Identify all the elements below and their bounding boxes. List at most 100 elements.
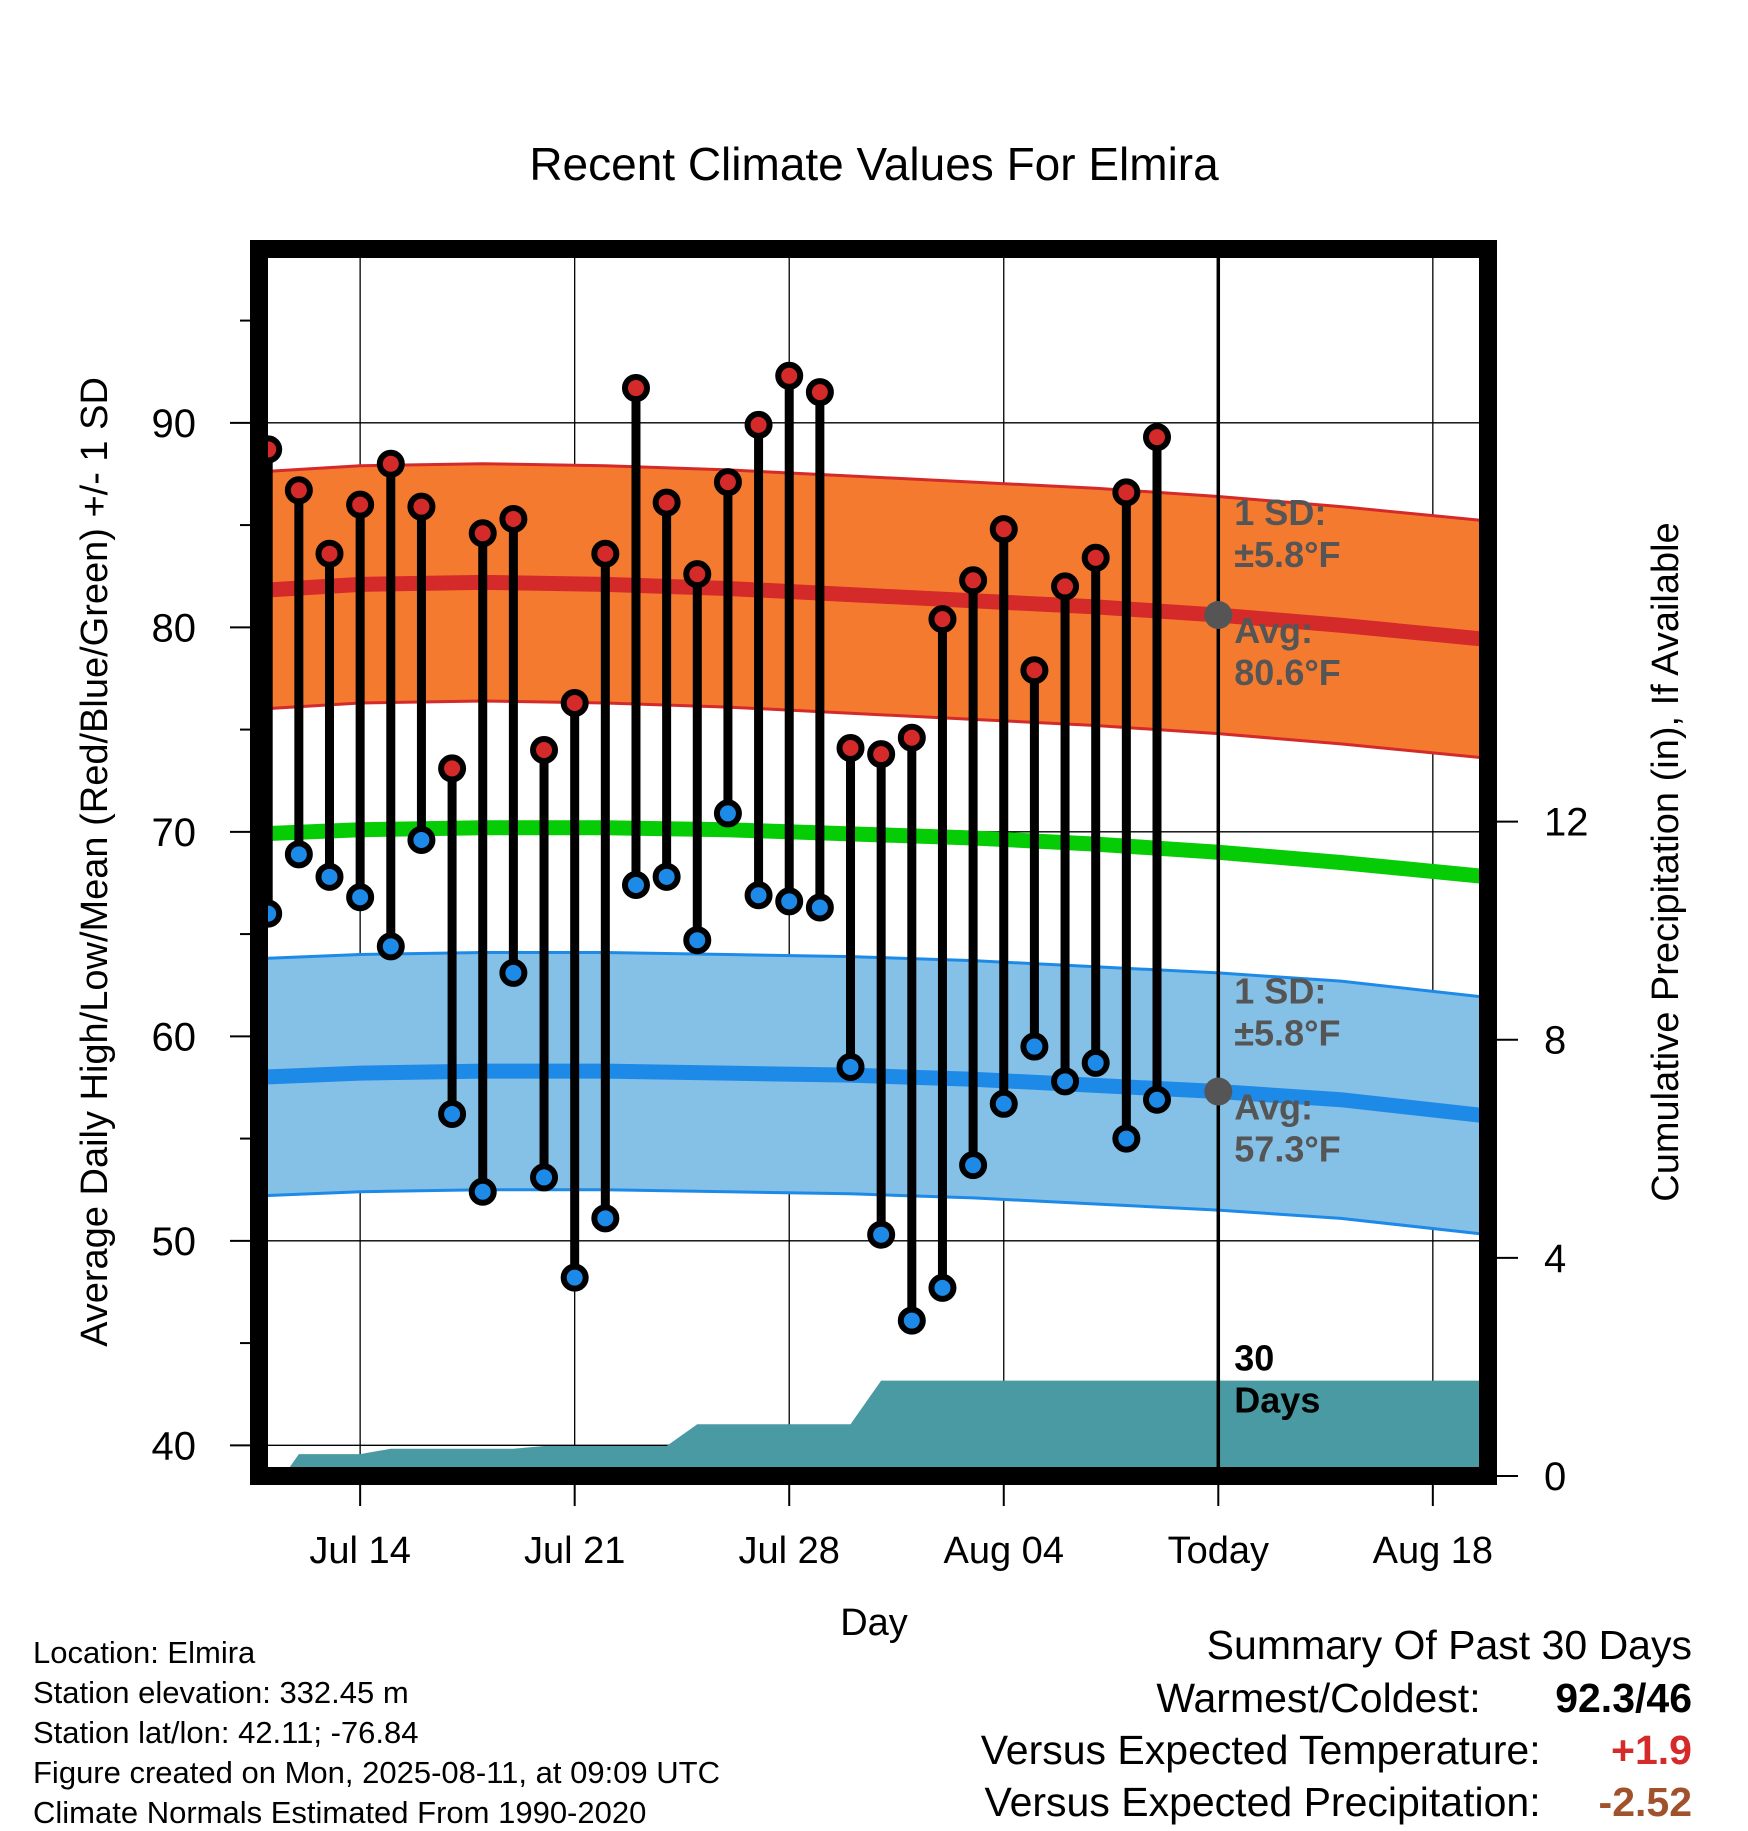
high-avg-annotation: 80.6°F [1234, 652, 1340, 693]
daily-low-point [438, 1100, 467, 1129]
y2-tick-label: 0 [1544, 1455, 1566, 1499]
daily-high-point [989, 515, 1018, 544]
latlon-text: Station lat/lon: 42.11; -76.84 [33, 1715, 419, 1750]
daily-high-point [560, 688, 589, 717]
today-low-avg-marker [1204, 1077, 1233, 1106]
daily-high-point [652, 488, 681, 517]
x-tick-label: Jul 14 [309, 1530, 410, 1572]
high-sd-annotation: ±5.8°F [1234, 534, 1340, 575]
elevation-text: Station elevation: 332.45 m [33, 1675, 409, 1710]
daily-low-point [867, 1220, 896, 1249]
daily-low-point [284, 840, 313, 869]
y-tick-label: 70 [152, 811, 197, 855]
daily-high-point [713, 468, 742, 497]
daily-low-point [560, 1263, 589, 1292]
precip-days-annotation: Days [1234, 1380, 1320, 1421]
daily-low-point [713, 799, 742, 828]
y2-axis-label: Cumulative Precipitation (in), If Availa… [1645, 522, 1687, 1201]
daily-high-point [468, 519, 497, 548]
daily-high-point [1112, 478, 1141, 507]
y2-tick-label: 8 [1544, 1019, 1566, 1063]
precip-days-annotation: 30 [1234, 1338, 1274, 1379]
daily-low-point [1020, 1032, 1049, 1061]
low-sd-lower-line [259, 1188, 1488, 1237]
x-axis-label: Day [840, 1602, 908, 1644]
daily-low-point [499, 958, 528, 987]
daily-low-point [897, 1306, 926, 1335]
daily-high-point [805, 378, 834, 407]
warm-cold-label: Warmest/Coldest: [1156, 1675, 1481, 1721]
precip-label: Versus Expected Precipitation: [984, 1779, 1541, 1825]
daily-low-point [468, 1177, 497, 1206]
today-high-avg-marker [1204, 601, 1233, 630]
high-sd-annotation: 1 SD: [1234, 492, 1326, 533]
y-tick-label: 80 [152, 606, 197, 650]
plot-frame [250, 240, 1497, 1485]
low-sd-annotation: 1 SD: [1234, 971, 1326, 1012]
daily-high-point [1142, 423, 1171, 452]
daily-high-point [284, 476, 313, 505]
daily-low-point [928, 1273, 957, 1302]
normal-high-line [259, 574, 1488, 648]
daily-high-point [376, 449, 405, 478]
high-sd-band [259, 463, 1488, 759]
low-avg-annotation: 57.3°F [1234, 1129, 1340, 1170]
daily-low-point [959, 1151, 988, 1180]
summary-precip: Versus Expected Precipitation: -2.52 [985, 1779, 1693, 1826]
x-tick-label: Jul 21 [524, 1530, 625, 1572]
daily-low-point [683, 926, 712, 955]
precip-value: -2.52 [1598, 1779, 1692, 1825]
daily-high-point [499, 504, 528, 533]
daily-high-point [744, 410, 773, 439]
daily-low-point [621, 870, 650, 899]
daily-low-point [775, 887, 804, 916]
y-tick-label: 40 [152, 1424, 197, 1468]
normals-text: Climate Normals Estimated From 1990-2020 [33, 1795, 647, 1830]
daily-low-point [591, 1204, 620, 1233]
cumulative-precip-area [259, 1380, 1488, 1476]
precip-area [259, 1380, 1488, 1476]
axes: 40 50 60 70 80 90 0 4 8 12 Jul 14 Jul 21 Jul 28 Aug 0… [152, 319, 1589, 1572]
daily-high-point [683, 560, 712, 589]
daily-high-point [836, 733, 865, 762]
daily-low-point [805, 893, 834, 922]
daily-low-point [407, 826, 436, 855]
daily-high-point [775, 361, 804, 390]
daily-high-point [959, 566, 988, 595]
daily-low-point [1142, 1085, 1171, 1114]
daily-high-point [438, 754, 467, 783]
y2-tick-label: 12 [1544, 801, 1589, 845]
low-sd-band [259, 952, 1488, 1235]
daily-high-point [591, 539, 620, 568]
chart-title: Recent Climate Values For Elmira [529, 138, 1219, 190]
location-text: Location: Elmira [33, 1635, 256, 1670]
low-sd-annotation: ±5.8°F [1234, 1013, 1340, 1054]
daily-low-point [376, 932, 405, 961]
daily-low-point [1051, 1067, 1080, 1096]
low-avg-annotation: Avg: [1234, 1087, 1313, 1128]
warm-cold-value: 92.3/46 [1555, 1675, 1692, 1721]
daily-low-point [744, 881, 773, 910]
summary-temp: Versus Expected Temperature: +1.9 [981, 1727, 1692, 1774]
temp-label: Versus Expected Temperature: [980, 1727, 1541, 1773]
daily-low-point [530, 1163, 559, 1192]
daily-high-point [928, 605, 957, 634]
high-sd-lower-line [259, 699, 1488, 760]
daily-low-point [836, 1053, 865, 1081]
daily-high-point [530, 736, 559, 765]
x-tick-label: Aug 18 [1373, 1530, 1493, 1572]
daily-low-point [1081, 1048, 1110, 1077]
daily-low-point [652, 862, 681, 891]
daily-high-point [315, 539, 344, 568]
daily-low-point [315, 862, 344, 891]
high-avg-annotation: Avg: [1234, 610, 1313, 651]
daily-high-point [897, 723, 926, 752]
daily-high-point [346, 490, 375, 519]
daily-low-point [1112, 1124, 1141, 1153]
summary-warm-cold: Warmest/Coldest: 92.3/46 [1156, 1675, 1692, 1722]
daily-high-point [1051, 572, 1080, 601]
normal-mean-line [259, 820, 1488, 885]
daily-high-point [867, 740, 896, 769]
summary-title: Summary Of Past 30 Days [1206, 1622, 1692, 1668]
